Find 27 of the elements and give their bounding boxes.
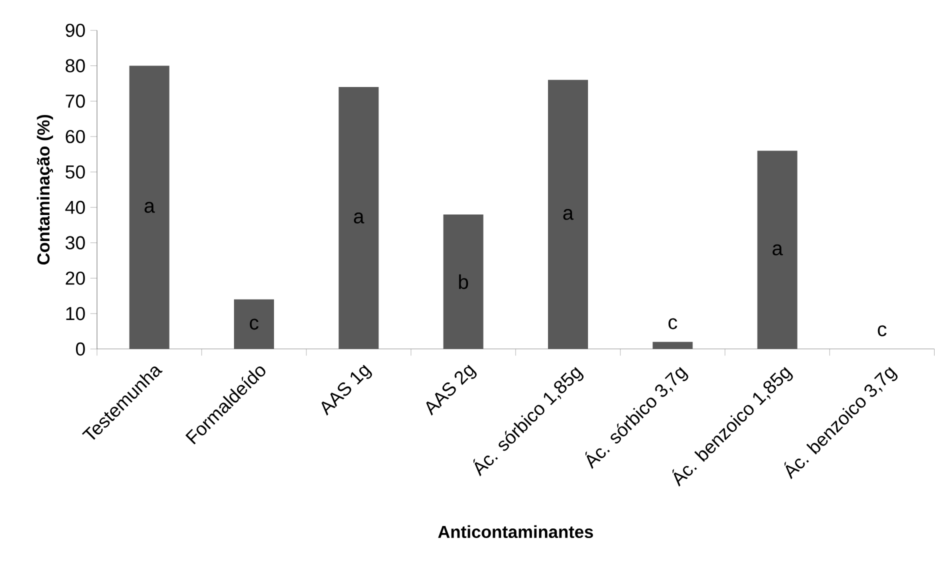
annotation: c xyxy=(250,318,258,330)
bar xyxy=(129,66,170,349)
annotation: a xyxy=(144,202,155,213)
x-axis-title: Anticontaminantes xyxy=(438,525,593,538)
annotation: c xyxy=(668,318,678,330)
y-tick-label: 50 xyxy=(66,165,85,179)
annotation: c xyxy=(878,325,886,336)
bar xyxy=(757,150,798,349)
y-axis-title: Contaminação (%) xyxy=(36,114,54,265)
y-tick-label: 40 xyxy=(65,200,85,214)
y-tick-label: 80 xyxy=(66,59,85,72)
bar xyxy=(443,214,484,349)
bar xyxy=(548,80,588,349)
annotation: b xyxy=(459,274,468,290)
y-tick-label: 0 xyxy=(76,342,85,356)
y-tick-label: 10 xyxy=(66,306,85,320)
annotation: a xyxy=(563,208,574,220)
y-tick-label: 20 xyxy=(66,272,85,285)
y-tick-label: 90 xyxy=(66,24,85,37)
bar xyxy=(234,299,274,349)
bar xyxy=(338,86,379,349)
annotation: a xyxy=(772,244,783,256)
annotation: a xyxy=(354,212,364,224)
y-tick-label: 30 xyxy=(66,236,85,250)
bar xyxy=(652,342,693,349)
y-tick-label: 70 xyxy=(66,94,85,108)
y-tick-label: 60 xyxy=(66,130,85,144)
